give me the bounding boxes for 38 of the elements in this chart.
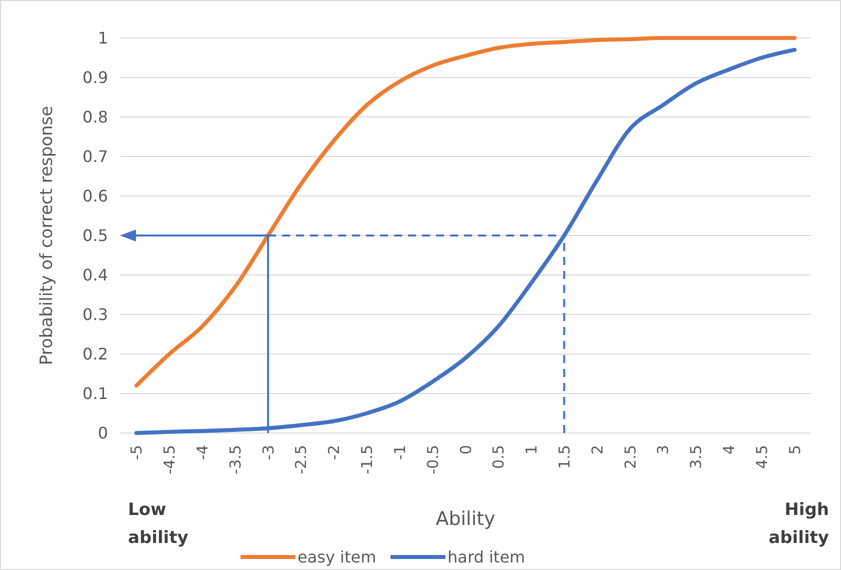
y-tick-label: 1 xyxy=(98,28,108,48)
y-tick-label: 0.9 xyxy=(82,68,108,88)
legend-label: easy item xyxy=(298,548,376,567)
y-tick-label: 0.8 xyxy=(82,108,108,127)
x-axis-title: Ability xyxy=(436,508,496,530)
x-tick-label: 0.5 xyxy=(490,445,508,469)
x-tick-label: -4.5 xyxy=(160,445,179,474)
x-tick-label: -3.5 xyxy=(226,445,244,474)
x-tick-label: 1.5 xyxy=(555,445,574,469)
x-tick-label: 3 xyxy=(654,445,672,455)
legend-label: hard item xyxy=(448,548,526,567)
text: Low ability xyxy=(128,500,188,548)
x-tick-label: 4 xyxy=(720,445,738,455)
y-tick-label: 0.7 xyxy=(82,147,108,166)
y-axis-title: Probability of correct response xyxy=(37,106,57,366)
x-tick-label: -5 xyxy=(128,445,146,460)
x-tick-label: -1 xyxy=(390,445,409,460)
x-tick-label: 2 xyxy=(588,445,606,455)
y-tick-label: 0.6 xyxy=(82,186,108,206)
x-tick-label: 4.5 xyxy=(752,445,771,469)
x-tick-label: -4 xyxy=(194,445,212,460)
x-tick-label: 3.5 xyxy=(687,445,706,469)
x-tick-label: 5 xyxy=(786,445,804,455)
y-tick-label: 0.5 xyxy=(82,226,108,246)
x-tick-label: -1.5 xyxy=(358,445,376,474)
x-tick-label: -2.5 xyxy=(292,445,310,474)
x-tick-label: 2.5 xyxy=(621,445,640,469)
x-tick-label: -2 xyxy=(325,445,344,460)
x-tick-label: 0 xyxy=(456,445,475,455)
x-tick-label: -0.5 xyxy=(424,445,442,474)
x-tick-label: -3 xyxy=(259,445,278,460)
text: High ability xyxy=(768,500,829,548)
y-tick-label: 0 xyxy=(98,424,108,443)
y-tick-label: 0.2 xyxy=(82,344,108,364)
x-tick-label: 1 xyxy=(522,445,541,455)
y-tick-label: 0.3 xyxy=(82,305,108,324)
y-tick-label: 0.1 xyxy=(82,384,108,404)
y-tick-label: 0.4 xyxy=(82,266,108,285)
